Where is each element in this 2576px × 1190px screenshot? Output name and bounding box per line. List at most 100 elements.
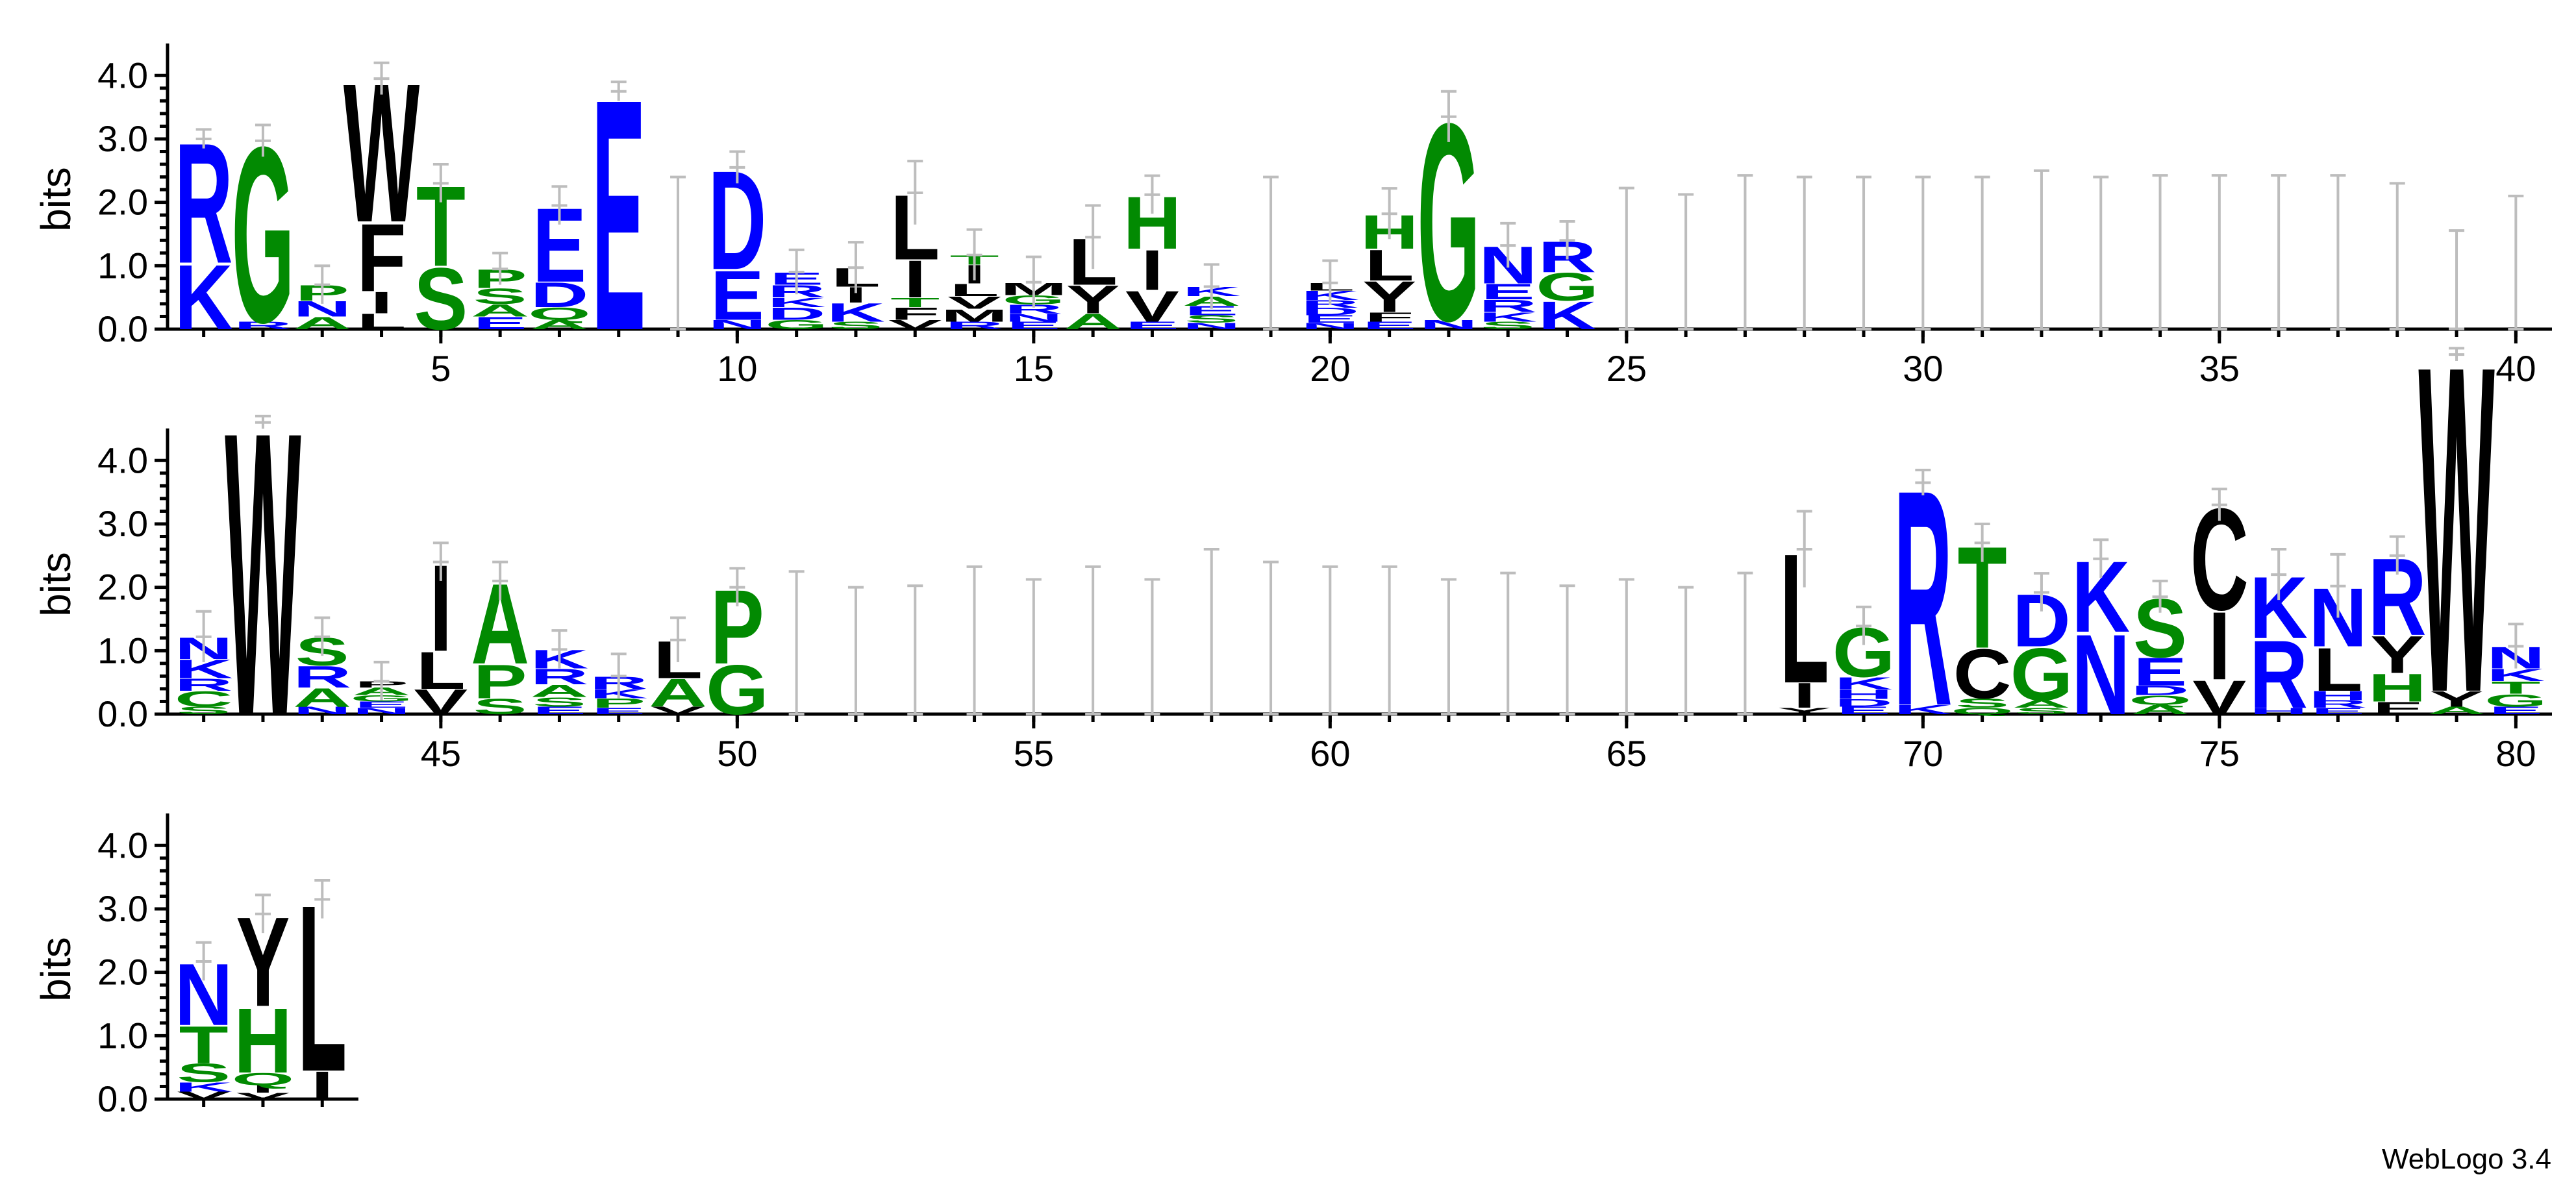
logo-letter-E: E	[1125, 319, 1179, 331]
logo-letter-I: I	[1141, 238, 1164, 302]
logo-letter-L: L	[950, 280, 999, 300]
logo-letter-D: D	[2131, 683, 2190, 698]
logo-letter-S: S	[1955, 696, 2009, 711]
logo-letter-N: N	[1182, 321, 1241, 331]
x-tick-label: 75	[2199, 733, 2240, 774]
logo-letter-H: H	[234, 989, 292, 1093]
logo-letter-F: F	[2373, 699, 2422, 718]
logo-letter-L: L	[2313, 636, 2362, 704]
x-tick-label: 65	[1607, 733, 1647, 774]
y-tick-label: 4.0	[97, 824, 148, 865]
logo-letter-K: K	[1894, 702, 1952, 717]
logo-letter-E: E	[592, 706, 645, 716]
logo-letter-K: K	[175, 246, 233, 349]
x-tick-label: 30	[1903, 348, 1943, 389]
y-axis-label: bits	[32, 552, 79, 617]
logo-letter-E: E	[1837, 704, 1891, 716]
logo-letter-T: T	[2491, 678, 2540, 698]
logo-letter-V: V	[2192, 670, 2246, 725]
logo-letter-N: N	[2071, 612, 2130, 739]
logo-letter-N: N	[1005, 312, 1063, 324]
logo-letter-K: K	[2486, 665, 2545, 685]
logo-letter-N: N	[708, 317, 766, 332]
logo-letter-Y: Y	[1777, 706, 1831, 716]
y-tick-label: 2.0	[97, 952, 148, 993]
x-tick-label: 5	[431, 348, 451, 389]
logo-letter-L: L	[1365, 241, 1414, 290]
y-axis-label: bits	[32, 167, 79, 232]
y-tick-label: 0.0	[97, 1078, 148, 1119]
logo-letter-L: L	[357, 310, 406, 334]
logo-letter-S: S	[2014, 706, 2068, 716]
logo-letter-A: A	[293, 314, 351, 333]
logo-letter-Q: Q	[232, 1069, 295, 1089]
logo-letter-E: E	[1303, 314, 1357, 325]
logo-letter-K: K	[768, 295, 826, 310]
logo-letter-K: K	[1834, 674, 1893, 693]
logo-letter-H: H	[1834, 687, 1893, 702]
logo-letter-Y: Y	[1066, 277, 1120, 322]
logo-letter-V: V	[888, 317, 942, 332]
logo-letter-S: S	[1184, 314, 1238, 325]
y-axis-label: bits	[32, 937, 79, 1002]
y-tick-label: 4.0	[97, 440, 148, 480]
logo-letter-E: E	[1184, 303, 1238, 318]
logo-letter-K: K	[175, 1080, 233, 1095]
logo-letter-H: H	[2309, 688, 2368, 703]
x-tick-label: 10	[717, 348, 757, 389]
logo-letter-S: S	[414, 249, 468, 348]
logo-letter-D: D	[1834, 697, 1893, 709]
x-tick-label: 15	[1014, 348, 1054, 389]
x-tick-label: 80	[2495, 733, 2536, 774]
y-tick-label: 0.0	[97, 308, 148, 349]
logo-letter-E: E	[2489, 704, 2543, 716]
x-tick-label: 35	[2199, 348, 2240, 389]
logo-letter-M: M	[941, 306, 1008, 325]
logo-letter-Y: Y	[1362, 273, 1416, 322]
y-tick-label: 1.0	[97, 245, 148, 286]
logo-letter-R: R	[2309, 699, 2368, 710]
x-tick-label: 45	[421, 733, 461, 774]
logo-letter-N: N	[1301, 321, 1359, 331]
logo-letter-G: G	[2484, 691, 2547, 710]
x-tick-label: 40	[2495, 348, 2536, 389]
logo-letter-G: G	[765, 317, 828, 332]
weblogo-credit: WebLogo 3.4	[2382, 1143, 2551, 1175]
logo-letter-Q: Q	[528, 304, 591, 323]
logo-letter-A: A	[2012, 699, 2071, 710]
logo-letter-S: S	[532, 695, 586, 710]
y-tick-label: 2.0	[97, 567, 148, 608]
logo-letter-R: R	[1005, 302, 1063, 317]
logo-letter-S: S	[473, 284, 527, 309]
logo-letter-F: F	[357, 205, 406, 312]
logo-letter-A: A	[293, 682, 351, 712]
logo-letter-C: C	[175, 687, 233, 712]
logo-letter-E: E	[355, 700, 408, 710]
logo-letter-S: S	[473, 695, 527, 719]
logo-letter-Y: Y	[2370, 626, 2424, 685]
logo-letter-A: A	[1064, 310, 1122, 334]
logo-letter-V: V	[947, 293, 1001, 313]
y-tick-label: 4.0	[97, 55, 148, 95]
logo-letter-I: I	[1793, 676, 1816, 716]
y-tick-label: 3.0	[97, 503, 148, 544]
logo-letter-V: V	[236, 1091, 290, 1101]
logo-letter-A: A	[2131, 702, 2190, 717]
logo-letter-Q: Q	[1951, 706, 2014, 716]
logo-letter-S: S	[177, 704, 231, 716]
logo-letter-L: L	[416, 641, 466, 700]
logo-letter-N: N	[293, 704, 351, 716]
logo-letter-V: V	[651, 704, 705, 716]
logo-letter-R: R	[175, 675, 233, 695]
logo-letter-E: E	[710, 256, 764, 335]
logo-letter-R: R	[1479, 297, 1537, 316]
logo-letter-R: R	[2249, 621, 2308, 729]
logo-letter-E: E	[2133, 650, 2187, 695]
logo-letter-G: G	[1536, 265, 1599, 310]
logo-letter-Y: Y	[2430, 687, 2484, 712]
logo-letter-S: S	[1481, 319, 1535, 331]
logo-letter-D: D	[1301, 306, 1359, 317]
